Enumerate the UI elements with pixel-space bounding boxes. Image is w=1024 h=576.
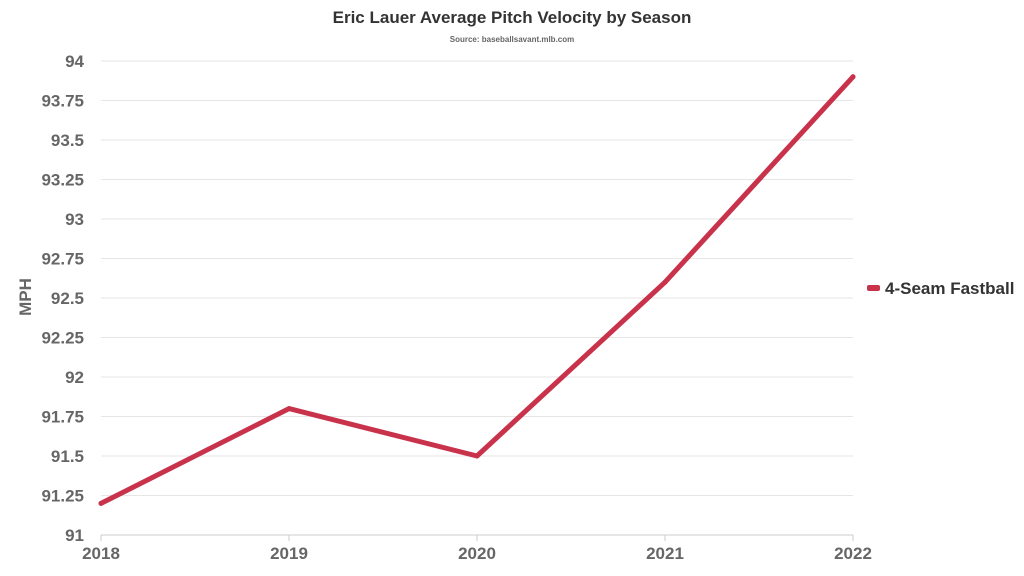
y-tick-label: 92.5 xyxy=(51,289,84,308)
y-tick-label: 91.5 xyxy=(51,447,84,466)
y-tick-label: 93.25 xyxy=(41,171,84,190)
x-tick-label: 2022 xyxy=(834,544,872,563)
data-point[interactable] xyxy=(850,74,856,80)
y-tick-label: 92 xyxy=(65,368,84,387)
y-axis-title: MPH xyxy=(16,278,35,316)
y-tick-label: 93.75 xyxy=(41,92,84,111)
y-tick-label: 91.25 xyxy=(41,487,84,506)
legend-label: 4-Seam Fastball xyxy=(885,279,1014,298)
data-point[interactable] xyxy=(286,406,292,412)
y-tick-label: 91.75 xyxy=(41,408,84,427)
gridlines xyxy=(101,60,853,496)
legend[interactable]: 4-Seam Fastball xyxy=(867,279,1014,298)
series-layer xyxy=(98,74,856,506)
x-axis-ticks: 2018 2019 2020 2021 2022 xyxy=(82,535,872,563)
y-tick-label: 92.25 xyxy=(41,329,84,348)
y-tick-label: 92.75 xyxy=(41,250,84,269)
data-point[interactable] xyxy=(474,453,480,459)
series-line[interactable] xyxy=(98,74,856,506)
chart-subtitle: Source: baseballsavant.mlb.com xyxy=(450,35,575,44)
legend-swatch xyxy=(867,285,880,291)
x-tick-label: 2018 xyxy=(82,544,120,563)
data-point[interactable] xyxy=(662,279,668,285)
x-tick-label: 2021 xyxy=(646,544,684,563)
data-point[interactable] xyxy=(98,500,104,506)
x-tick-label: 2019 xyxy=(270,544,308,563)
y-tick-label: 94 xyxy=(65,52,84,71)
y-tick-label: 93 xyxy=(65,210,84,229)
y-tick-label: 91 xyxy=(65,526,84,545)
chart-title: Eric Lauer Average Pitch Velocity by Sea… xyxy=(333,8,692,27)
x-tick-label: 2020 xyxy=(458,544,496,563)
y-axis-ticks: 91 91.25 91.5 91.75 92 92.25 92.5 92.75 93 93.25 9… xyxy=(41,52,84,545)
y-tick-label: 93.5 xyxy=(51,131,84,150)
